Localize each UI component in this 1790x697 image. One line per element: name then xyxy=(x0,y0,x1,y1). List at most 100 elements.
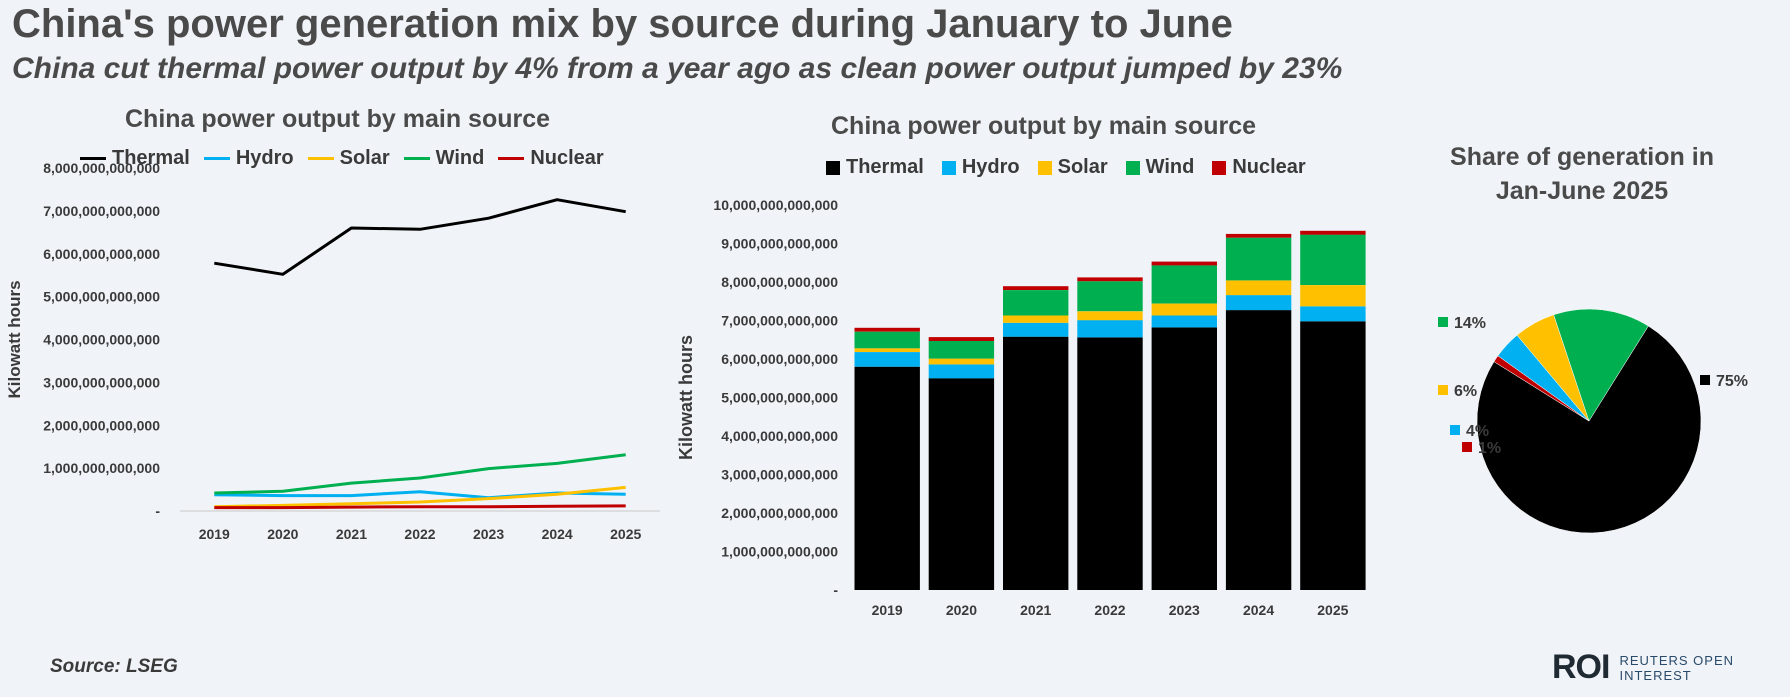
bar-segment-thermal xyxy=(1003,336,1069,590)
legend-swatch-wind xyxy=(1125,160,1140,175)
x-tick-label: 2022 xyxy=(1094,602,1125,618)
x-tick-label: 2020 xyxy=(267,526,298,542)
legend-swatch-hydro xyxy=(203,157,230,160)
legend-item-nuclear: Nuclear xyxy=(1212,156,1306,179)
bar-segment-nuclear xyxy=(1003,286,1069,290)
y-tick-label: 9,000,000,000,000 xyxy=(721,236,838,252)
bar-segment-nuclear xyxy=(854,327,920,332)
series-line-thermal xyxy=(214,198,626,276)
y-tick-label: 6,000,000,000,000 xyxy=(721,351,838,367)
bar-segment-nuclear xyxy=(1077,277,1143,282)
y-tick-label: 1,000,000,000,000 xyxy=(43,460,160,476)
y-tick-label: 7,000,000,000,000 xyxy=(721,313,838,329)
x-tick-label: 2019 xyxy=(872,602,903,618)
legend-label-thermal: Thermal xyxy=(846,156,924,178)
bar-segment-solar xyxy=(1300,285,1366,307)
bar-segment-wind xyxy=(1003,290,1069,316)
bar-segment-wind xyxy=(1077,281,1143,312)
bar-segment-wind xyxy=(1151,265,1217,304)
y-tick-label: 4,000,000,000,000 xyxy=(721,428,838,444)
y-tick-label: 10,000,000,000,000 xyxy=(713,197,838,213)
roi-logo-mark: ROI xyxy=(1552,648,1610,686)
pie-slice-thermal xyxy=(1476,325,1702,534)
line-chart-title: China power output by main source xyxy=(125,105,551,133)
pie-chart-title-text: Share of generation in Jan-June 2025 xyxy=(1450,143,1714,205)
pie-label-wind: 14% xyxy=(1454,315,1486,332)
legend-item-thermal: Thermal xyxy=(826,156,924,179)
line-chart-legend: Thermal Hydro Solar Wind Nuclear xyxy=(80,147,604,170)
pie-label-swatch-hydro xyxy=(1450,425,1460,435)
x-tick-label: 2023 xyxy=(473,526,504,542)
x-tick-label: 2023 xyxy=(1169,602,1200,618)
x-tick-label: 2021 xyxy=(336,526,367,542)
x-tick-label: 2021 xyxy=(1020,602,1051,618)
y-tick-label: 2,000,000,000,000 xyxy=(43,417,160,433)
bar-segment-hydro xyxy=(1225,295,1292,311)
y-tick-label: 5,000,000,000,000 xyxy=(721,390,838,406)
bar-segment-thermal xyxy=(928,378,995,590)
y-tick-label: 5,000,000,000,000 xyxy=(43,289,160,305)
roi-logo: ROI REUTERS OPEN INTEREST xyxy=(1552,648,1734,687)
legend-swatch-hydro xyxy=(941,160,956,175)
pie-chart: 75% 1%4% 6% 14% xyxy=(1438,308,1748,534)
legend-swatch-wind xyxy=(403,157,430,160)
series-line-wind xyxy=(214,453,626,495)
x-tick-label: 2020 xyxy=(946,602,977,618)
y-tick-label: 3,000,000,000,000 xyxy=(43,374,160,390)
legend-swatch-thermal xyxy=(80,157,106,160)
legend-swatch-solar xyxy=(307,157,334,160)
bar-segment-solar xyxy=(1077,311,1143,321)
y-tick-label: 8,000,000,000,000 xyxy=(721,274,838,290)
legend-label-hydro: Hydro xyxy=(235,147,294,169)
pie-label-nuclear: 1% xyxy=(1478,440,1501,457)
legend-label-thermal: Thermal xyxy=(112,147,190,169)
x-tick-label: 2025 xyxy=(1317,602,1348,618)
legend-item-solar: Solar xyxy=(307,147,390,170)
bar-chart-title: China power output by main source xyxy=(831,112,1257,140)
y-tick-label: 4,000,000,000,000 xyxy=(43,332,160,348)
x-tick-label: 2024 xyxy=(1243,602,1274,618)
legend-item-hydro: Hydro xyxy=(941,156,1020,179)
bar-segment-nuclear xyxy=(1300,230,1366,235)
y-axis-label: Kilowatt hours xyxy=(5,280,24,398)
bar-segment-hydro xyxy=(1300,306,1366,322)
legend-item-wind: Wind xyxy=(1125,156,1195,179)
bar-segment-solar xyxy=(1003,315,1069,323)
series-line-solar xyxy=(214,485,626,509)
bar-segment-hydro xyxy=(1077,320,1143,338)
page-subtitle: China cut thermal power output by 4% fro… xyxy=(12,52,1343,85)
legend-swatch-solar xyxy=(1037,160,1052,175)
y-tick-label: 7,000,000,000,000 xyxy=(43,203,160,219)
y-axis-label: Kilowatt hours xyxy=(676,335,696,460)
legend-item-hydro: Hydro xyxy=(203,147,294,170)
x-tick-label: 2019 xyxy=(199,526,230,542)
pie-label-swatch-wind xyxy=(1438,317,1448,327)
bar-segment-thermal xyxy=(1077,337,1143,590)
bar-segment-thermal xyxy=(1151,327,1217,590)
legend-label-nuclear: Nuclear xyxy=(530,147,604,169)
bar-segment-solar xyxy=(928,358,995,365)
bar-segment-wind xyxy=(928,340,995,359)
bar-segment-wind xyxy=(854,331,920,349)
bar-segment-wind xyxy=(1300,234,1366,285)
legend-swatch-nuclear xyxy=(498,157,525,160)
legend-label-hydro: Hydro xyxy=(961,156,1020,178)
y-tick-label: 1,000,000,000,000 xyxy=(721,544,838,560)
pie-slice-wind xyxy=(1553,308,1649,422)
y-tick-label: - xyxy=(833,582,838,598)
pie-label-solar: 6% xyxy=(1454,383,1477,400)
bar-segment-wind xyxy=(1225,237,1292,281)
bar-segment-thermal xyxy=(1225,310,1292,590)
x-tick-label: 2022 xyxy=(404,526,435,542)
line-chart: - 1,000,000,000,000 2,000,000,000,000 3,000… xyxy=(5,160,660,542)
y-tick-label: 3,000,000,000,000 xyxy=(721,467,838,483)
roi-logo-line1: REUTERS OPEN xyxy=(1619,652,1735,668)
legend-item-nuclear: Nuclear xyxy=(498,147,604,170)
bar-segment-nuclear xyxy=(1225,233,1292,238)
legend-label-wind: Wind xyxy=(1145,156,1195,178)
bar-segment-solar xyxy=(1225,280,1292,296)
legend-label-nuclear: Nuclear xyxy=(1232,156,1306,178)
bar-segment-solar xyxy=(1151,303,1217,316)
source-note: Source: LSEG xyxy=(50,656,178,677)
bar-segment-hydro xyxy=(1003,322,1069,337)
